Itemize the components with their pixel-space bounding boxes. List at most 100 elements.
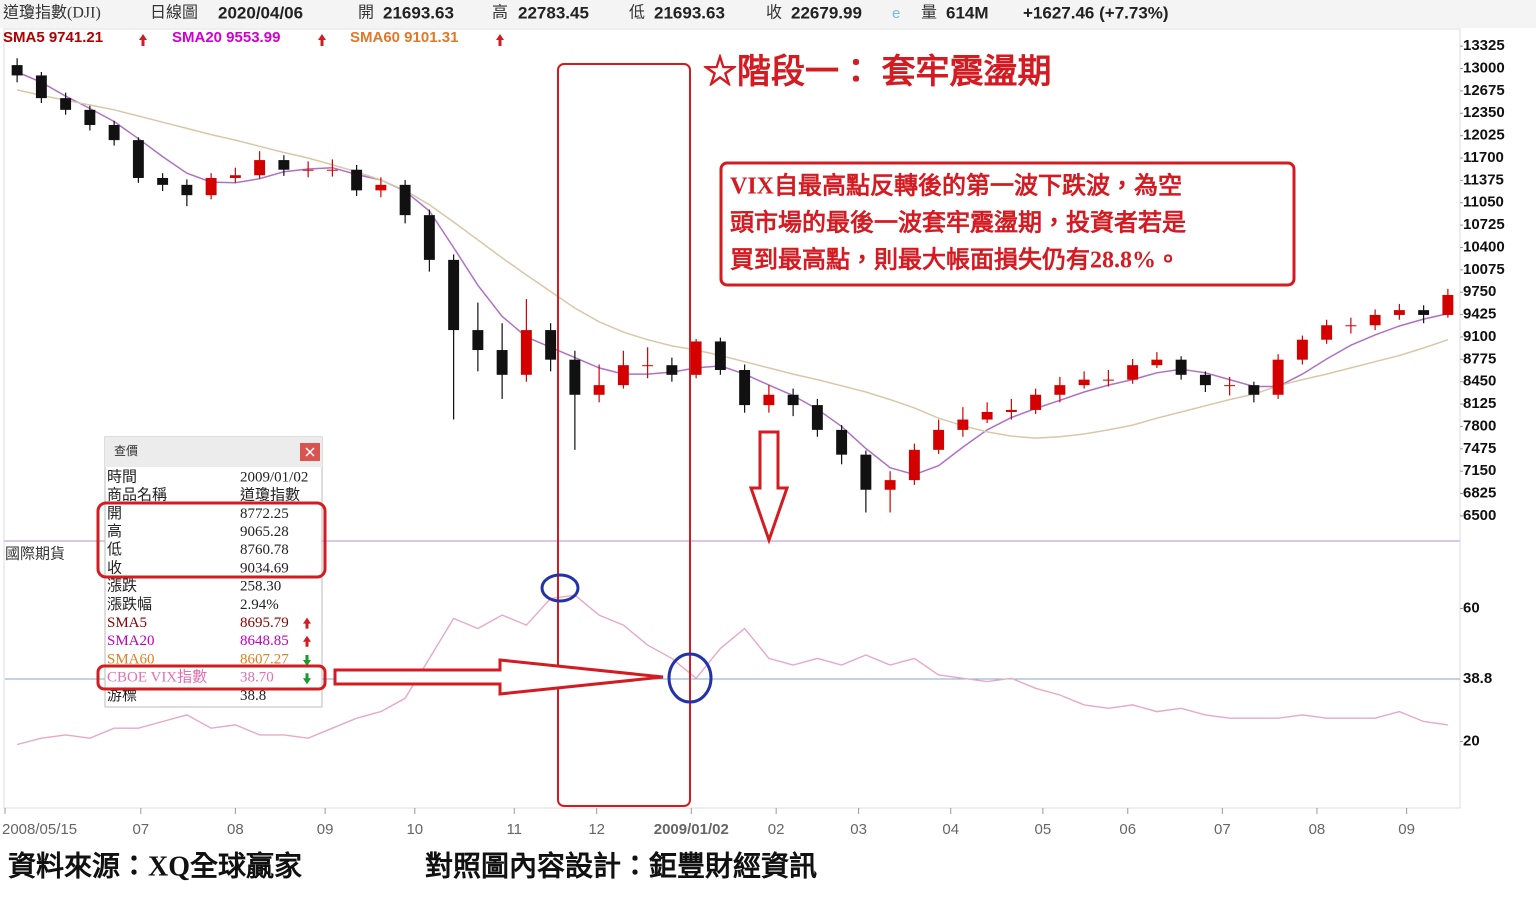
popup-row-label: SMA5 — [107, 615, 147, 631]
y-tick-label: 12675 — [1463, 82, 1505, 99]
popup-row-label: CBOE VIX指數 — [107, 669, 207, 686]
vix-highlight — [96, 664, 327, 691]
candle-body — [157, 177, 169, 185]
period: 日線圖 — [150, 4, 198, 22]
popup-arrow — [303, 655, 311, 666]
popup-row-value: 8607.27 — [240, 651, 289, 667]
y-tick-label: 9425 — [1463, 306, 1496, 323]
candle-body — [1127, 365, 1139, 380]
candle-body — [1369, 314, 1381, 326]
y-tick-label: 20 — [1463, 732, 1480, 749]
y-tick-label: 9750 — [1463, 283, 1496, 300]
popup-row-label: SMA20 — [107, 633, 155, 649]
candle-body — [35, 75, 47, 99]
x-tick-label: 08 — [1309, 821, 1326, 838]
high-value: 22783.45 — [518, 3, 589, 22]
date: 2020/04/06 — [218, 3, 303, 22]
x-tick-label: 06 — [1119, 821, 1136, 838]
y-tick-label: 13325 — [1463, 37, 1505, 54]
x-tick-label: 07 — [1214, 821, 1231, 838]
candle-body — [714, 341, 726, 370]
popup-row-label: SMA60 — [107, 651, 155, 667]
x-tick-label: 10 — [406, 821, 423, 838]
candle-body — [278, 160, 290, 170]
vix-line — [16, 594, 1448, 746]
candle-body — [617, 365, 629, 386]
y-tick-label: 8125 — [1463, 395, 1496, 412]
popup-title: 查價 — [114, 444, 138, 458]
y-tick-label: 12025 — [1463, 127, 1505, 144]
candle-body — [690, 341, 702, 375]
popup-row-value: 258.30 — [240, 579, 281, 595]
change: +1627.46 (+7.73%) — [1023, 3, 1169, 22]
popup-row-label: 收 — [107, 559, 122, 576]
popup-row-label: 漲跌 — [107, 578, 137, 595]
popup-box — [104, 436, 323, 708]
candle-body — [739, 370, 751, 406]
candle-body — [254, 160, 266, 176]
x-tick-label: 05 — [1035, 821, 1052, 838]
candle-body — [763, 394, 775, 406]
candle-body — [1296, 339, 1308, 360]
right-arrow — [333, 658, 664, 696]
footer-design: 對照圖內容設計：鉅豐財經資訊 — [425, 849, 817, 882]
candle-body — [423, 215, 435, 260]
legend-label: SMA60 9101.31 — [350, 29, 458, 46]
candle-body — [933, 429, 945, 450]
candle-body — [1102, 379, 1114, 381]
candle-body — [787, 394, 799, 406]
flag: e — [892, 5, 900, 22]
popup-row-value: 8760.78 — [240, 542, 289, 558]
symbol: 道瓊指數(DJI) — [3, 4, 101, 22]
moving-average — [16, 89, 1449, 439]
popup-row-value: 9065.28 — [240, 524, 289, 540]
candle-body — [496, 350, 508, 375]
candle-body — [981, 411, 993, 420]
candle-body — [1030, 394, 1042, 410]
moving-average — [16, 71, 1449, 476]
candle-body — [205, 177, 217, 196]
candle-body — [472, 330, 484, 351]
candle-body — [375, 184, 387, 191]
x-tick-label: 02 — [768, 821, 785, 838]
cursor-circle — [667, 652, 713, 704]
candle-body — [1005, 409, 1017, 412]
x-tick-label: 09 — [317, 821, 334, 838]
popup-row-value: 9034.69 — [240, 560, 289, 576]
x-tick-label: 12 — [588, 821, 605, 838]
y-tick-label: 13000 — [1463, 60, 1505, 77]
candle-body — [1345, 325, 1357, 327]
popup-row-label: 開 — [107, 506, 122, 522]
popup-arrow — [303, 617, 311, 629]
popup-row-value: 8695.79 — [240, 615, 289, 631]
candle-body — [84, 109, 96, 125]
candle-body — [1175, 359, 1187, 375]
y-tick-label: 6825 — [1463, 485, 1496, 502]
popup-row-value: 38.8 — [240, 688, 266, 704]
x-tick-label: 09 — [1398, 821, 1415, 838]
header-bar — [0, 0, 1536, 28]
plot: 1332513000126751235012025117001137511050… — [2, 29, 1505, 838]
candle-body — [1442, 294, 1454, 315]
annotation-line: 買到最高點，則最大帳面損失仍有28.8%。 — [730, 246, 1180, 274]
y-tick-label: 11700 — [1463, 149, 1504, 166]
candle-body — [1248, 385, 1260, 395]
footer-source: 資料來源：XQ全球贏家 — [8, 849, 302, 882]
x-tick-label: 11 — [506, 821, 522, 838]
close-label: 收 — [766, 4, 782, 22]
y-tick-label: 10725 — [1463, 216, 1505, 233]
candle-body — [908, 449, 920, 481]
x-tick-label: 08 — [227, 821, 244, 838]
candle-body — [1078, 379, 1090, 386]
legend-label: SMA20 9553.99 — [172, 29, 280, 46]
popup-row-value: 2.94% — [240, 597, 279, 613]
candle-body — [666, 365, 678, 375]
popup-row-value: 2009/01/02 — [240, 469, 308, 485]
candle-body — [326, 169, 338, 171]
candle-body — [545, 330, 557, 360]
candle-body — [1054, 385, 1066, 395]
panel-label: 國際期貨 — [5, 544, 65, 562]
candle-body — [1418, 310, 1430, 315]
candle-body — [836, 429, 848, 455]
